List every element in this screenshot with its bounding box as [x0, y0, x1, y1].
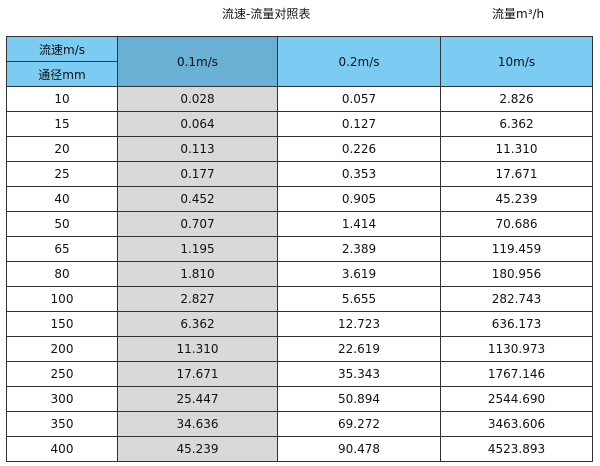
flow-cell: 2.826	[440, 86, 593, 112]
diameter-cell: 150	[6, 311, 118, 337]
diameter-cell: 350	[6, 411, 118, 437]
table-row: 65 1.195 2.389 119.459	[6, 236, 593, 262]
table-row: 400 45.239 90.478 4523.893	[6, 436, 593, 462]
flow-cell: 6.362	[440, 111, 593, 137]
flow-cell: 636.173	[440, 311, 593, 337]
flow-cell: 5.655	[277, 286, 441, 312]
flow-cell: 1.810	[117, 261, 278, 287]
table-row: 25 0.177 0.353 17.671	[6, 161, 593, 187]
flow-cell: 4523.893	[440, 436, 593, 462]
flow-cell: 17.671	[117, 361, 278, 387]
column-header-10: 10m/s	[440, 36, 593, 87]
flow-cell: 35.343	[277, 361, 441, 387]
flow-cell: 6.362	[117, 311, 278, 337]
diameter-cell: 300	[6, 386, 118, 412]
header-row: 通径mm	[6, 61, 593, 87]
unit-label: 流量m³/h	[492, 7, 545, 21]
diameter-cell: 65	[6, 236, 118, 262]
flow-cell: 11.310	[440, 136, 593, 162]
table-row: 350 34.636 69.272 3463.606	[6, 411, 593, 437]
table-row: 100 2.827 5.655 282.743	[6, 286, 593, 312]
flow-cell: 17.671	[440, 161, 593, 187]
flow-cell: 50.894	[277, 386, 441, 412]
flow-cell: 90.478	[277, 436, 441, 462]
flow-cell: 22.619	[277, 336, 441, 362]
table-row: 300 25.447 50.894 2544.690	[6, 386, 593, 412]
flow-cell: 11.310	[117, 336, 278, 362]
column-header-0-2: 0.2m/s	[277, 36, 441, 87]
flow-cell: 34.636	[117, 411, 278, 437]
table-row: 200 11.310 22.619 1130.973	[6, 336, 593, 362]
flow-cell: 1130.973	[440, 336, 593, 362]
diameter-cell: 80	[6, 261, 118, 287]
flow-cell: 3.619	[277, 261, 441, 287]
table-row: 15 0.064 0.127 6.362	[6, 111, 593, 137]
diameter-cell: 400	[6, 436, 118, 462]
flow-cell: 119.459	[440, 236, 593, 262]
flow-cell: 180.956	[440, 261, 593, 287]
diameter-cell: 100	[6, 286, 118, 312]
table-row: 20 0.113 0.226 11.310	[6, 136, 593, 162]
flow-cell: 69.272	[277, 411, 441, 437]
flow-cell: 0.064	[117, 111, 278, 137]
table-row: 40 0.452 0.905 45.239	[6, 186, 593, 212]
flow-cell: 0.057	[277, 86, 441, 112]
flow-cell: 0.226	[277, 136, 441, 162]
flow-cell: 0.028	[117, 86, 278, 112]
flow-cell: 1.414	[277, 211, 441, 237]
diameter-header: 通径mm	[6, 61, 118, 87]
header-row: 流速m/s 0.1m/s 0.2m/s 10m/s	[6, 36, 593, 87]
table-row: 50 0.707 1.414 70.686	[6, 211, 593, 237]
flow-cell: 0.177	[117, 161, 278, 187]
flow-cell: 0.113	[117, 136, 278, 162]
velocity-header: 流速m/s	[6, 36, 118, 62]
flow-cell: 45.239	[440, 186, 593, 212]
diameter-cell: 40	[6, 186, 118, 212]
table-row: 10 0.028 0.057 2.826	[6, 86, 593, 112]
diameter-cell: 20	[6, 136, 118, 162]
flow-cell: 70.686	[440, 211, 593, 237]
diameter-cell: 200	[6, 336, 118, 362]
flow-cell: 282.743	[440, 286, 593, 312]
flow-cell: 0.452	[117, 186, 278, 212]
flow-cell: 2.827	[117, 286, 278, 312]
diameter-cell: 50	[6, 211, 118, 237]
flow-cell: 1.195	[117, 236, 278, 262]
diameter-cell: 10	[6, 86, 118, 112]
flow-cell: 25.447	[117, 386, 278, 412]
flow-cell: 0.905	[277, 186, 441, 212]
flow-cell: 2.389	[277, 236, 441, 262]
flow-cell: 2544.690	[440, 386, 593, 412]
diameter-cell: 15	[6, 111, 118, 137]
flow-cell: 0.127	[277, 111, 441, 137]
flow-cell: 1767.146	[440, 361, 593, 387]
diameter-cell: 250	[6, 361, 118, 387]
flow-cell: 45.239	[117, 436, 278, 462]
table-row: 150 6.362 12.723 636.173	[6, 311, 593, 337]
table-row: 250 17.671 35.343 1767.146	[6, 361, 593, 387]
velocity-flow-table: 流速m/s 0.1m/s 0.2m/s 10m/s 通径mm 10 0.028 0.…	[6, 36, 593, 462]
column-header-0-1: 0.1m/s	[117, 36, 278, 87]
table-title: 流速-流量对照表	[222, 7, 311, 21]
table-row: 80 1.810 3.619 180.956	[6, 261, 593, 287]
diameter-cell: 25	[6, 161, 118, 187]
flow-cell: 12.723	[277, 311, 441, 337]
flow-cell: 0.353	[277, 161, 441, 187]
flow-cell: 3463.606	[440, 411, 593, 437]
flow-cell: 0.707	[117, 211, 278, 237]
